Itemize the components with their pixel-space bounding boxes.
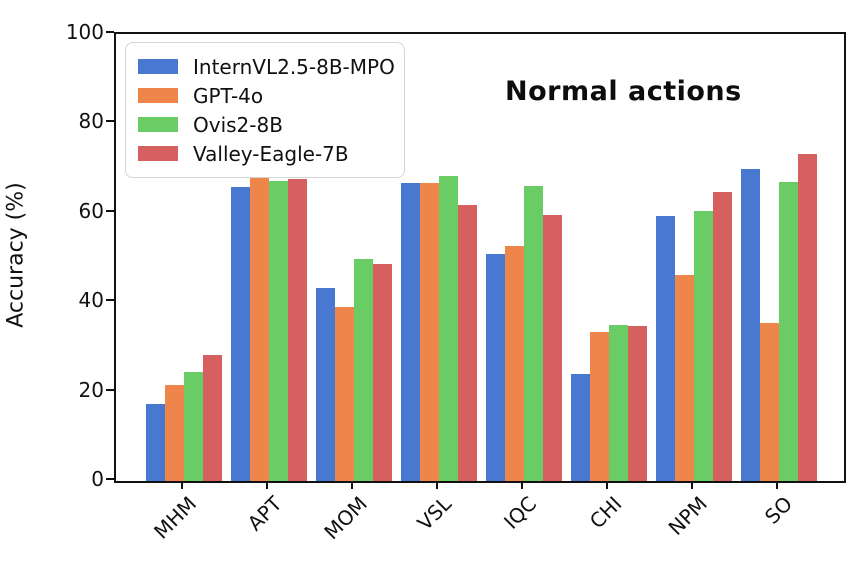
bar-InternVL2.5-8B-MPO-IQC [486,254,505,481]
x-tick-mark [266,481,268,489]
bar-GPT-4o-MOM [335,307,354,481]
chart-title: Normal actions [505,76,742,107]
bar-Valley-Eagle-7B-SO [798,154,817,481]
bar-InternVL2.5-8B-MPO-NPM [656,216,675,481]
x-tick-label-MOM: MOM [319,491,372,545]
legend-item-Ovis2-8B: Ovis2-8B [138,110,392,139]
bar-Ovis2-8B-VSL [439,176,458,481]
x-tick-label-VSL: VSL [413,491,457,536]
bar-Ovis2-8B-APT [269,180,288,481]
y-tick-label-100: 100 [65,20,104,44]
bar-Ovis2-8B-CHI [609,325,628,481]
x-tick-mark [181,481,183,489]
bar-Ovis2-8B-IQC [524,185,543,481]
x-tick-mark [351,481,353,489]
legend-label: GPT-4o [193,83,264,108]
legend-swatch [138,117,178,132]
y-tick-label-80: 80 [78,109,104,134]
bar-InternVL2.5-8B-MPO-MHM [146,404,165,481]
bar-Ovis2-8B-MHM [184,371,203,481]
bar-Valley-Eagle-7B-MHM [203,355,222,481]
bar-Valley-Eagle-7B-NPM [713,191,732,481]
legend-item-InternVL2.5-8B-MPO: InternVL2.5-8B-MPO [138,52,395,81]
y-tick-mark [106,478,114,480]
legend-item-GPT-4o: GPT-4o [138,81,392,110]
bar-Valley-Eagle-7B-CHI [628,325,647,481]
bar-Ovis2-8B-MOM [354,258,373,481]
bar-Valley-Eagle-7B-APT [288,178,307,481]
bar-InternVL2.5-8B-MPO-SO [741,168,760,481]
legend-label: InternVL2.5-8B-MPO [193,54,395,79]
bar-GPT-4o-SO [760,322,779,481]
y-tick-label-20: 20 [78,377,104,402]
legend-label: Ovis2-8B [193,112,283,137]
bar-Valley-Eagle-7B-IQC [543,215,562,481]
bar-InternVL2.5-8B-MPO-VSL [401,182,420,481]
bar-Valley-Eagle-7B-MOM [373,263,392,481]
bar-GPT-4o-APT [250,177,269,481]
bar-GPT-4o-CHI [590,332,609,481]
legend-swatch [138,146,178,161]
y-tick-mark [106,31,114,33]
plot-area: Normal actions InternVL2.5-8B-MPO GPT-4o O… [114,32,846,483]
legend: InternVL2.5-8B-MPO GPT-4o Ovis2-8B Valley-E… [125,42,405,178]
legend-swatch [138,88,178,103]
x-tick-mark [776,481,778,489]
legend-label: Valley-Eagle-7B [193,141,349,166]
x-tick-label-SO: SO [759,491,797,529]
x-tick-mark [436,481,438,489]
bar-GPT-4o-IQC [505,246,524,481]
bar-Ovis2-8B-SO [779,181,798,481]
x-tick-label-NPM: NPM [663,491,712,540]
bar-Valley-Eagle-7B-VSL [458,205,477,481]
x-tick-mark [691,481,693,489]
y-tick-mark [106,299,114,302]
y-tick-label-40: 40 [78,288,104,313]
x-tick-label-APT: APT [242,491,287,536]
bar-GPT-4o-VSL [420,182,439,481]
x-tick-label-MHM: MHM [149,491,202,544]
legend-swatch [138,59,178,74]
bar-Ovis2-8B-NPM [694,211,713,481]
y-tick-mark [106,120,114,123]
bar-InternVL2.5-8B-MPO-APT [231,187,250,481]
bar-InternVL2.5-8B-MPO-MOM [316,288,335,481]
y-tick-mark [106,388,114,391]
legend-item-Valley-Eagle-7B: Valley-Eagle-7B [138,139,392,168]
y-tick-label-0: 0 [91,467,104,491]
bar-InternVL2.5-8B-MPO-CHI [571,373,590,481]
x-tick-label-IQC: IQC [499,491,542,534]
x-tick-label-CHI: CHI [584,491,627,534]
x-tick-mark [521,481,523,489]
y-tick-mark [106,209,114,212]
bar-GPT-4o-MHM [165,385,184,481]
x-tick-mark [606,481,608,489]
y-axis-label: Accuracy (%) [3,182,29,328]
bar-GPT-4o-NPM [675,275,694,481]
y-tick-label-60: 60 [78,198,104,223]
